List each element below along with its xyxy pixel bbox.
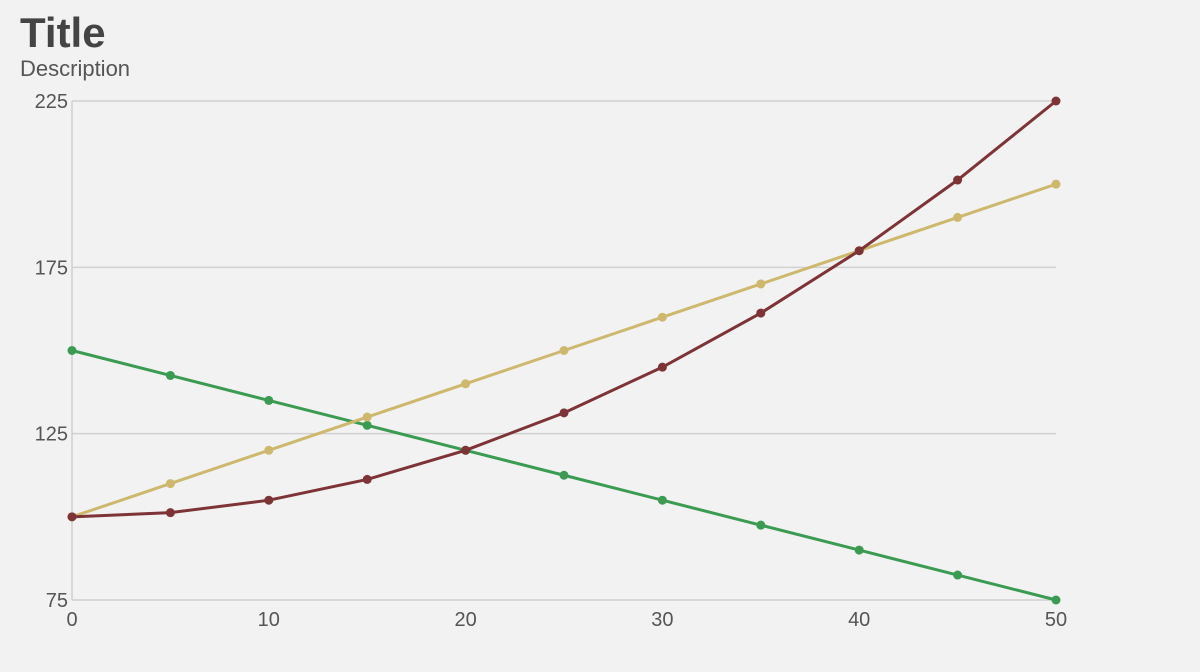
x-tick-label: 0 bbox=[66, 609, 77, 631]
y-tick-label: 75 bbox=[46, 590, 68, 612]
data-point bbox=[657, 495, 667, 505]
data-point bbox=[362, 420, 372, 430]
data-point bbox=[165, 479, 175, 489]
data-point bbox=[264, 395, 274, 405]
x-tick-label: 40 bbox=[848, 609, 870, 631]
data-point bbox=[657, 362, 667, 372]
data-point bbox=[953, 570, 963, 580]
data-point bbox=[953, 175, 963, 185]
chart-subtitle: Description bbox=[20, 56, 130, 81]
data-point bbox=[657, 312, 667, 322]
data-point bbox=[854, 246, 864, 256]
x-tick-label: 50 bbox=[1045, 609, 1067, 631]
y-tick-label: 175 bbox=[35, 257, 68, 279]
data-point bbox=[67, 346, 77, 355]
data-point bbox=[264, 495, 274, 505]
data-point bbox=[1051, 96, 1061, 106]
data-point bbox=[953, 212, 963, 222]
data-point bbox=[264, 445, 274, 455]
data-point bbox=[461, 445, 471, 455]
data-point bbox=[461, 379, 471, 389]
data-point bbox=[1051, 595, 1061, 605]
x-tick-label: 20 bbox=[454, 609, 476, 631]
data-point bbox=[756, 308, 766, 318]
data-point bbox=[756, 279, 766, 289]
data-point bbox=[165, 370, 175, 380]
data-point bbox=[165, 508, 175, 518]
data-point bbox=[67, 512, 77, 522]
data-point bbox=[559, 346, 569, 355]
data-point bbox=[854, 545, 864, 555]
data-point bbox=[362, 474, 372, 484]
data-point bbox=[1051, 179, 1061, 189]
data-point bbox=[559, 408, 569, 418]
y-tick-label: 125 bbox=[35, 424, 68, 446]
chart-title: Title bbox=[20, 9, 106, 56]
y-tick-label: 225 bbox=[35, 91, 68, 113]
data-point bbox=[756, 520, 766, 530]
data-point bbox=[559, 470, 569, 480]
x-tick-label: 30 bbox=[651, 609, 673, 631]
x-tick-label: 10 bbox=[258, 609, 280, 631]
data-point bbox=[362, 412, 372, 422]
